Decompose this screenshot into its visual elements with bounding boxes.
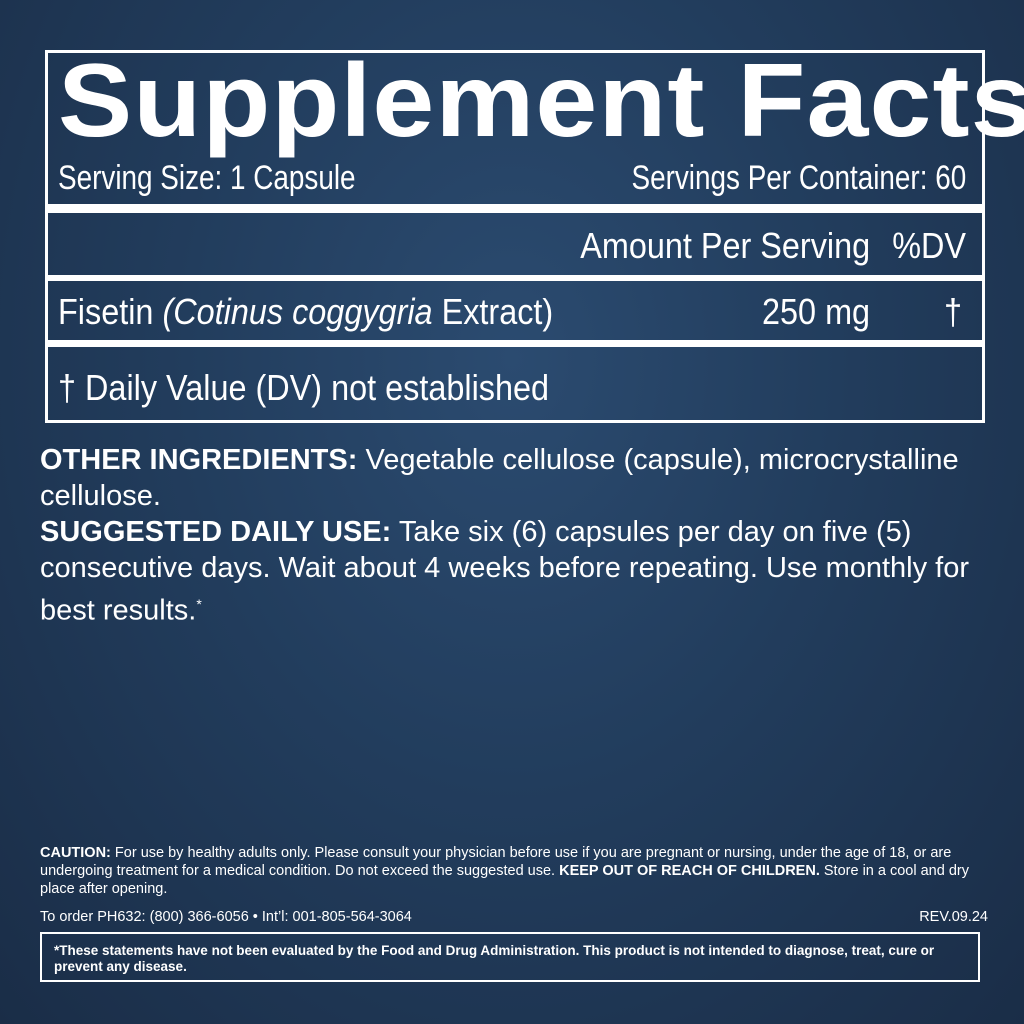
supplement-facts-panel: Supplement Facts Serving Size: 1 Capsule… (45, 49, 1024, 423)
ingredient-dv: † (943, 291, 962, 332)
caution-label: CAUTION: (40, 845, 111, 861)
suggested-use-label: SUGGESTED DAILY USE: (40, 516, 392, 548)
divider (48, 275, 982, 281)
keep-out-warning: KEEP OUT OF REACH OF CHILDREN. (559, 863, 820, 879)
dv-footnote: † Daily Value (DV) not established (58, 367, 550, 408)
ingredient-label: Fisetin (Cotinus coggygria Extract) (58, 291, 553, 333)
servings-per-container: Servings Per Container: 60 (631, 159, 966, 197)
other-ingredients-label: OTHER INGREDIENTS: (40, 444, 358, 476)
ingredients-and-use: OTHER INGREDIENTS: Vegetable cellulose (… (40, 442, 990, 629)
order-info: To order PH632: (800) 366-6056 • Int’l: … (40, 909, 412, 925)
caution-text: CAUTION: For use by healthy adults only.… (40, 844, 970, 898)
suggested-use-text: Take six (6) capsules per day on five (5… (40, 516, 970, 627)
ingredient-name: Fisetin (58, 291, 154, 332)
serving-size: Serving Size: 1 Capsule (58, 159, 356, 197)
divider (48, 340, 982, 347)
divider (48, 204, 982, 213)
asterisk-mark: * (196, 596, 202, 612)
facts-title: Supplement Facts (58, 43, 1024, 159)
storage-text: Store in a cool and dry place after open… (40, 863, 969, 897)
fda-disclaimer: *These statements have not been evaluate… (40, 932, 980, 982)
dv-header: %DV (892, 225, 966, 266)
ingredient-source: (Cotinus coggygria (162, 291, 433, 332)
other-ingredients-text: Vegetable cellulose (capsule), microcrys… (40, 444, 959, 512)
amount-header: Amount Per Serving (580, 225, 870, 266)
revision: REV.09.24 (919, 909, 988, 925)
ingredient-amount: 250 mg (761, 291, 870, 332)
ingredient-source-suffix: Extract) (441, 291, 554, 332)
caution-body: For use by healthy adults only. Please c… (40, 845, 952, 879)
